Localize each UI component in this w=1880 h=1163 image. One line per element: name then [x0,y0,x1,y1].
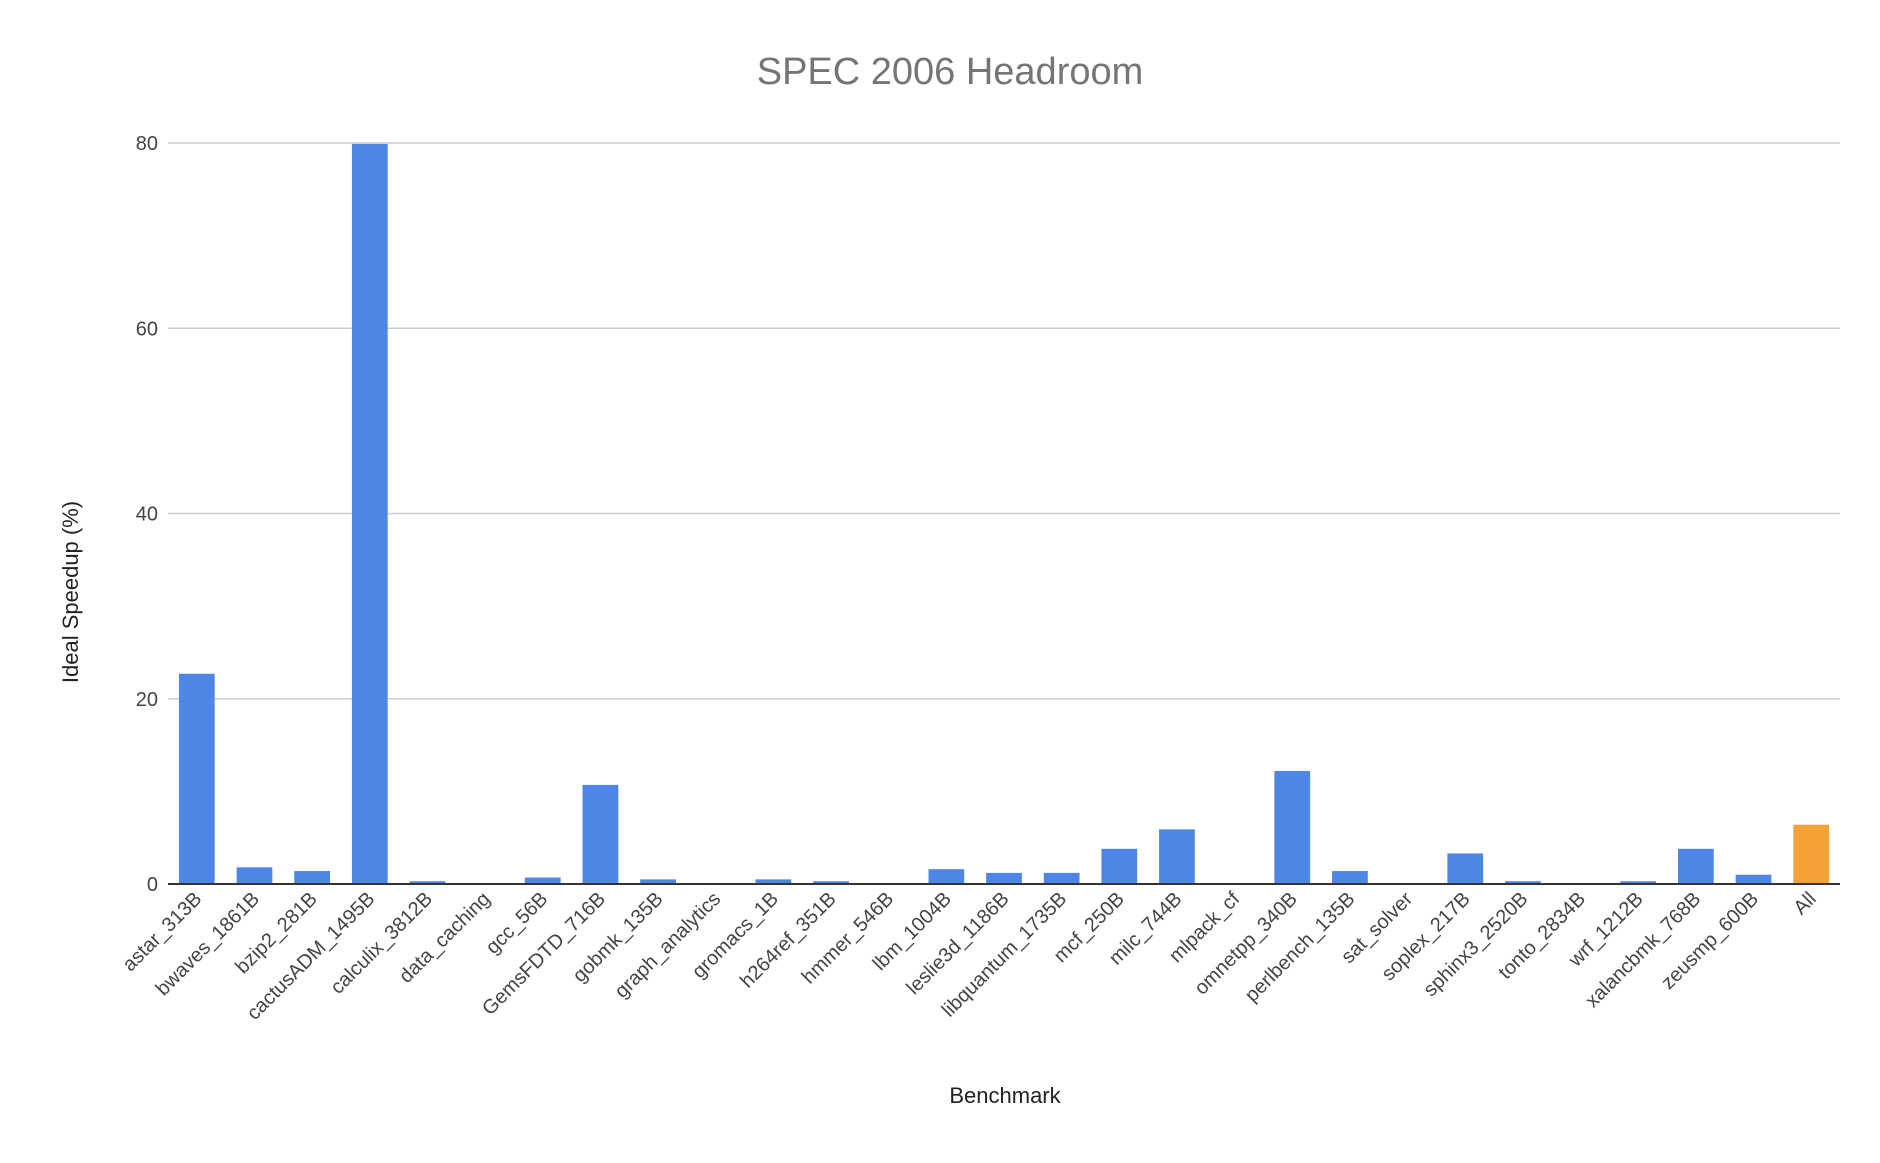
bar-gobmk_135B [640,879,676,884]
bar-xalancbmk_768B [1677,848,1714,884]
x-axis-tick-labels: astar_313Bbwaves_1861Bbzip2_281BcactusAD… [118,888,1820,1025]
bar-gcc_56B [524,877,561,884]
bar-omnetpp_340B [1274,770,1311,884]
bars [178,143,1830,884]
y-tick-label: 60 [136,318,158,340]
x-tick-label: omnetpp_340B [1190,888,1301,999]
y-tick-label: 20 [136,689,158,711]
y-tick-label: 0 [147,874,158,896]
bar-cactusADM_1495B [351,143,388,884]
bar-libquantum_1735B [1043,872,1080,884]
bar-lbm_1004B [928,869,965,884]
y-tick-label: 80 [136,133,158,155]
bar-bzip2_281B [294,871,331,884]
x-axis-title: Benchmark [949,1083,1061,1108]
bar-calculix_3812B [409,881,446,884]
x-tick-label: All [1789,888,1820,919]
y-axis-ticks: 0 20 40 60 80 [136,133,158,896]
x-tick-label: sphinx3_2520B [1419,888,1532,1001]
bar-h264ref_351B [813,881,849,884]
gridlines [168,142,1840,700]
chart-title: SPEC 2006 Headroom [757,51,1144,93]
bar-perlbench_135B [1332,871,1368,884]
bar-milc_744B [1159,829,1195,884]
bar-zeusmp_600B [1735,874,1772,884]
bar-bwaves_1861B [236,867,273,884]
y-tick-label: 40 [136,504,158,526]
x-tick-label: graph_analytics [611,888,726,1003]
x-tick-label: calculix_3812B [326,888,437,999]
bar-mcf_250B [1101,848,1138,884]
bar-sphinx3_2520B [1505,881,1541,884]
bar-leslie3d_1186B [986,872,1022,884]
bar-soplex_217B [1447,853,1484,884]
bar-GemsFDTD_716B [582,784,619,884]
bar-astar_313B [178,673,215,884]
bar-All [1793,824,1830,884]
bar-wrf_1212B [1620,881,1657,884]
x-tick-label: bwaves_1861B [152,888,264,1000]
bar-gromacs_1B [755,879,792,884]
y-axis-title: Ideal Speedup (%) [58,501,83,683]
x-tick-label: leslie3d_1186B [902,888,1013,999]
